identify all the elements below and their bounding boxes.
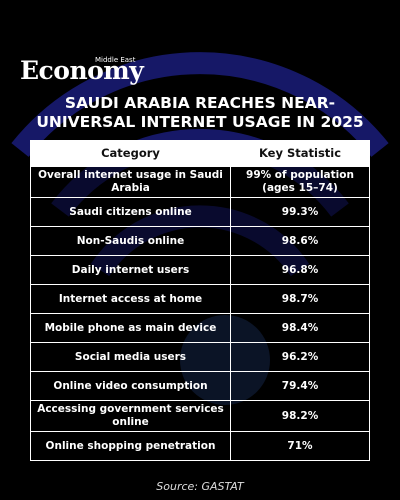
statistic-cell: 96.8% bbox=[230, 255, 370, 285]
statistic-cell: 98.7% bbox=[230, 284, 370, 314]
statistic-cell: 71% bbox=[230, 431, 370, 461]
brand: Economy bbox=[20, 56, 144, 85]
column-header: Category bbox=[30, 140, 231, 167]
brand-small: Middle East bbox=[95, 56, 136, 64]
table-row: Daily internet users 96.8% bbox=[30, 255, 370, 285]
table-row: Social media users 96.2% bbox=[30, 342, 370, 372]
table-row: Overall internet usage in Saudi Arabia 99… bbox=[30, 166, 370, 198]
category-cell: Saudi citizens online bbox=[30, 197, 231, 227]
table-row: Online video consumption 79.4% bbox=[30, 371, 370, 401]
table-row: Saudi citizens online 99.3% bbox=[30, 197, 370, 227]
table-row: Internet access at home 98.7% bbox=[30, 284, 370, 314]
statistic-cell: 98.6% bbox=[230, 226, 370, 256]
title: SAUDI ARABIA REACHES NEAR-UNIVERSAL INTE… bbox=[36, 94, 364, 131]
table-row: Mobile phone as main device 98.4% bbox=[30, 313, 370, 343]
category-cell: Online video consumption bbox=[30, 371, 231, 401]
table-row: Online shopping penetration 71% bbox=[30, 431, 370, 461]
statistic-cell: 99% of population (ages 15–74) bbox=[230, 166, 370, 198]
category-cell: Daily internet users bbox=[30, 255, 231, 285]
column-header: Key Statistic bbox=[230, 140, 370, 167]
header-row: Category Key Statistic bbox=[30, 140, 370, 167]
statistic-cell: 96.2% bbox=[230, 342, 370, 372]
table: Category Key Statistic Overall internet … bbox=[30, 140, 370, 461]
table-row: Non-Saudis online 98.6% bbox=[30, 226, 370, 256]
category-cell: Social media users bbox=[30, 342, 231, 372]
category-cell: Mobile phone as main device bbox=[30, 313, 231, 343]
category-cell: Overall internet usage in Saudi Arabia bbox=[30, 166, 231, 198]
category-cell: Online shopping penetration bbox=[30, 431, 231, 461]
table-row: Accessing government services online 98.2… bbox=[30, 400, 370, 432]
category-cell: Internet access at home bbox=[30, 284, 231, 314]
category-cell: Non-Saudis online bbox=[30, 226, 231, 256]
category-cell: Accessing government services online bbox=[30, 400, 231, 432]
statistic-cell: 79.4% bbox=[230, 371, 370, 401]
statistic-cell: 98.2% bbox=[230, 400, 370, 432]
statistic-cell: 99.3% bbox=[230, 197, 370, 227]
statistic-cell: 98.4% bbox=[230, 313, 370, 343]
source: Source: GASTAT bbox=[156, 480, 244, 493]
